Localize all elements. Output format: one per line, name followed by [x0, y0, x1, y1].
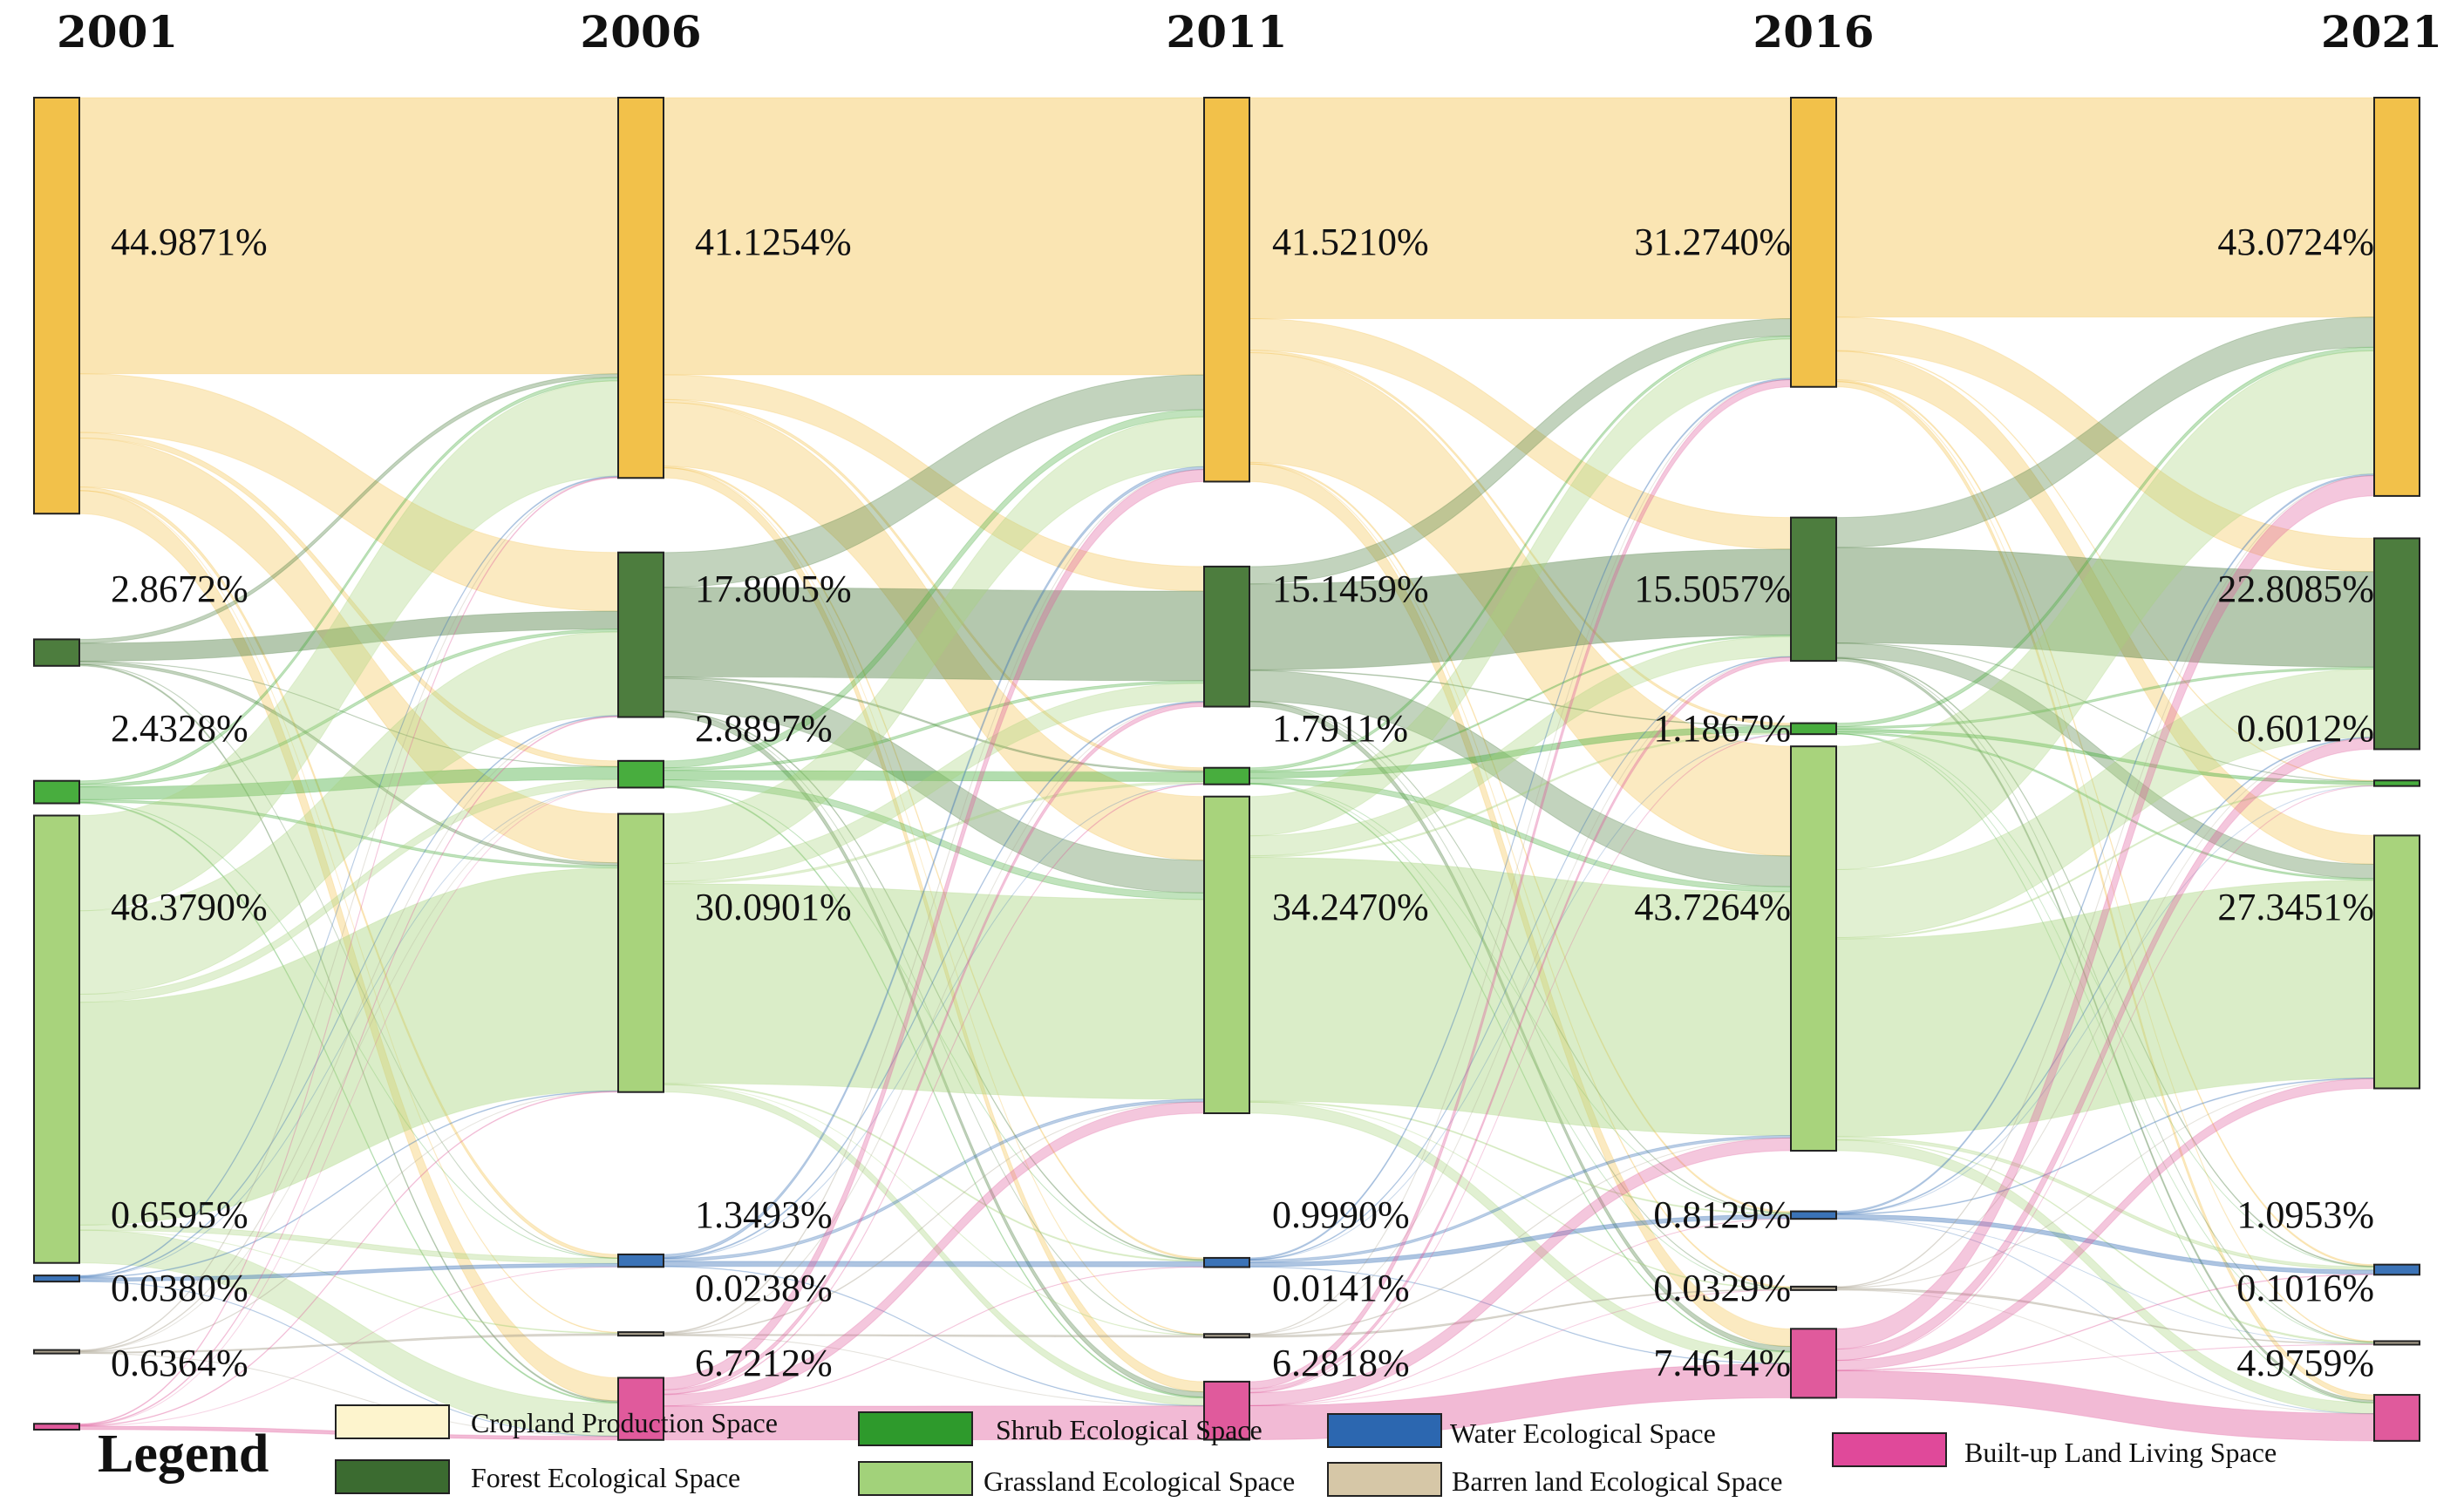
- legend-label-barren: Barren land Ecological Space: [1452, 1465, 1782, 1497]
- value-label-barren-2011: 0.0141%: [1272, 1267, 1410, 1309]
- value-label-builtup-2011: 6.2818%: [1272, 1342, 1410, 1384]
- legend-label-builtup: Built-up Land Living Space: [1964, 1437, 2277, 1468]
- node-builtup-2001: [33, 1423, 80, 1431]
- legend-label-cropland: Cropland Production Space: [471, 1407, 778, 1438]
- node-forest-2001: [33, 638, 80, 667]
- node-grassland-2011: [1203, 795, 1250, 1115]
- node-barren-2006: [617, 1331, 664, 1337]
- value-label-shrub-2011: 1.7911%: [1272, 707, 1408, 750]
- node-cropland-2021: [2373, 97, 2420, 497]
- value-label-barren-2016: 0.0329%: [1653, 1267, 1791, 1309]
- value-label-barren-2021: 0.1016%: [2236, 1267, 2374, 1309]
- node-grassland-2006: [617, 812, 664, 1093]
- node-forest-2021: [2373, 537, 2420, 751]
- node-grassland-2016: [1790, 745, 1837, 1152]
- node-water-2021: [2373, 1263, 2420, 1276]
- node-shrub-2021: [2373, 779, 2420, 787]
- value-label-grassland-2006: 30.0901%: [695, 886, 852, 928]
- legend-swatch-water: [1327, 1413, 1442, 1448]
- value-label-builtup-2001: 0.6364%: [111, 1342, 248, 1384]
- legend-swatch-shrub: [858, 1411, 973, 1446]
- value-label-cropland-2011: 41.5210%: [1272, 221, 1429, 263]
- year-label-2016: 2016: [1753, 6, 1874, 58]
- value-label-shrub-2001: 2.4328%: [111, 707, 248, 750]
- value-label-builtup-2006: 6.7212%: [695, 1342, 833, 1384]
- value-label-water-2016: 0.8129%: [1653, 1193, 1791, 1236]
- legend-swatch-cropland: [335, 1404, 450, 1439]
- node-grassland-2001: [33, 814, 80, 1264]
- value-label-water-2006: 1.3493%: [695, 1193, 833, 1236]
- year-label-2021: 2021: [2321, 6, 2442, 58]
- node-grassland-2021: [2373, 834, 2420, 1090]
- node-builtup-2021: [2373, 1394, 2420, 1442]
- value-label-builtup-2021: 4.9759%: [2236, 1342, 2374, 1384]
- legend-label-grassland: Grassland Ecological Space: [984, 1465, 1295, 1497]
- value-label-shrub-2006: 2.8897%: [695, 707, 833, 750]
- node-forest-2011: [1203, 565, 1250, 708]
- value-label-cropland-2021: 43.0724%: [2217, 221, 2374, 263]
- year-label-2011: 2011: [1166, 6, 1287, 58]
- legend-swatch-grassland: [858, 1461, 973, 1496]
- node-shrub-2016: [1790, 722, 1837, 736]
- value-label-shrub-2016: 1.1867%: [1653, 707, 1791, 750]
- legend-title: Legend: [98, 1424, 269, 1484]
- node-water-2006: [617, 1253, 664, 1268]
- legend-label-forest: Forest Ecological Space: [471, 1462, 740, 1493]
- value-label-cropland-2016: 31.2740%: [1634, 221, 1791, 263]
- legend: Legend Cropland Production Space Forest Ec…: [98, 1404, 2277, 1497]
- value-label-grassland-2011: 34.2470%: [1272, 886, 1429, 928]
- flow-cropland-to-cropland-2011: [1249, 97, 1792, 320]
- flow-layer: [78, 97, 2375, 1442]
- node-cropland-2011: [1203, 97, 1250, 483]
- year-label-2001: 2001: [57, 6, 178, 58]
- value-label-water-2011: 0.9990%: [1272, 1193, 1410, 1236]
- node-builtup-2006: [617, 1376, 664, 1441]
- value-label-cropland-2001: 44.9871%: [111, 221, 268, 263]
- node-barren-2011: [1203, 1333, 1250, 1339]
- node-shrub-2011: [1203, 766, 1250, 785]
- value-label-cropland-2006: 41.1254%: [695, 221, 852, 263]
- value-label-builtup-2016: 7.4614%: [1653, 1342, 1791, 1384]
- legend-swatch-builtup: [1832, 1432, 1947, 1467]
- node-forest-2016: [1790, 516, 1837, 663]
- value-label-forest-2011: 15.1459%: [1272, 568, 1429, 610]
- node-shrub-2001: [33, 779, 80, 805]
- legend-label-water: Water Ecological Space: [1450, 1417, 1716, 1449]
- node-builtup-2011: [1203, 1380, 1250, 1441]
- value-label-grassland-2021: 27.3451%: [2217, 886, 2374, 928]
- node-layer: [33, 97, 2420, 1442]
- value-label-grassland-2016: 43.7264%: [1634, 886, 1791, 928]
- value-label-barren-2006: 0.0238%: [695, 1267, 833, 1309]
- value-label-water-2001: 0.6595%: [111, 1193, 248, 1236]
- flow-cropland-to-cropland-2016: [1835, 97, 2375, 318]
- value-label-forest-2001: 2.8672%: [111, 568, 248, 610]
- value-label-forest-2016: 15.5057%: [1634, 568, 1791, 610]
- node-cropland-2001: [33, 97, 80, 515]
- legend-swatch-forest: [335, 1459, 450, 1494]
- legend-swatch-barren: [1327, 1462, 1442, 1497]
- node-forest-2006: [617, 551, 664, 718]
- legend-label-shrub: Shrub Ecological Space: [996, 1414, 1263, 1445]
- node-water-2001: [33, 1274, 80, 1283]
- node-builtup-2016: [1790, 1328, 1837, 1399]
- node-cropland-2006: [617, 97, 664, 479]
- node-barren-2001: [33, 1349, 80, 1355]
- node-water-2011: [1203, 1256, 1250, 1268]
- label-layer: 2001 44.9871% 2.8672% 2.4328% 48.3790% 0.6595…: [57, 6, 2442, 1384]
- node-cropland-2016: [1790, 97, 1837, 388]
- node-barren-2016: [1790, 1285, 1837, 1291]
- value-label-grassland-2001: 48.3790%: [111, 886, 268, 928]
- value-label-barren-2001: 0.0380%: [111, 1267, 248, 1309]
- year-label-2006: 2006: [580, 6, 701, 58]
- node-water-2016: [1790, 1210, 1837, 1220]
- value-label-forest-2006: 17.8005%: [695, 568, 852, 610]
- value-label-forest-2021: 22.8085%: [2217, 568, 2374, 610]
- value-label-water-2021: 1.0953%: [2236, 1193, 2374, 1236]
- node-barren-2021: [2373, 1340, 2420, 1346]
- node-shrub-2006: [617, 759, 664, 789]
- value-label-shrub-2021: 0.6012%: [2236, 707, 2374, 750]
